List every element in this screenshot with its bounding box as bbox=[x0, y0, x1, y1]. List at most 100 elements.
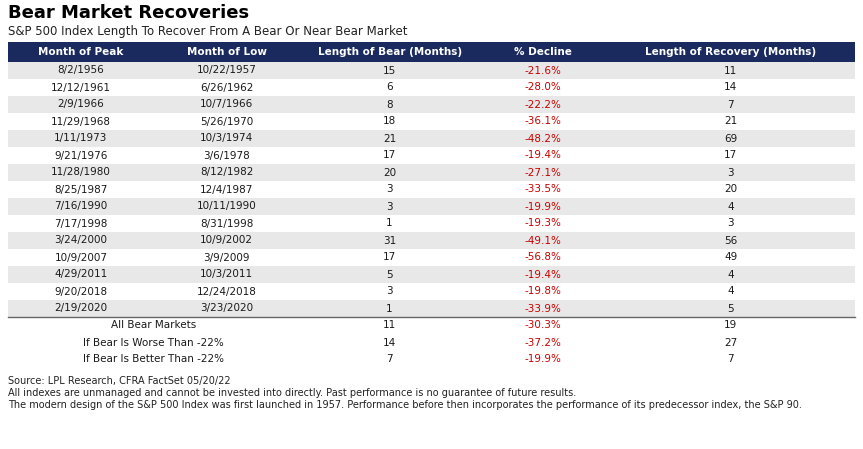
Text: 7: 7 bbox=[728, 355, 734, 365]
Bar bbox=[607, 130, 855, 147]
Text: 69: 69 bbox=[724, 133, 738, 144]
Text: -21.6%: -21.6% bbox=[525, 66, 562, 75]
Bar bbox=[480, 283, 607, 300]
Bar bbox=[154, 249, 299, 266]
Text: 17: 17 bbox=[383, 252, 396, 263]
Bar bbox=[480, 334, 607, 351]
Bar bbox=[299, 249, 480, 266]
Bar bbox=[299, 62, 480, 79]
Text: -49.1%: -49.1% bbox=[525, 235, 562, 246]
Bar bbox=[8, 283, 154, 300]
Bar bbox=[607, 42, 855, 62]
Bar bbox=[607, 232, 855, 249]
Text: 4/29/2011: 4/29/2011 bbox=[54, 269, 108, 279]
Bar bbox=[480, 96, 607, 113]
Bar bbox=[607, 96, 855, 113]
Text: 31: 31 bbox=[383, 235, 396, 246]
Text: -37.2%: -37.2% bbox=[525, 338, 562, 348]
Text: 8: 8 bbox=[387, 100, 393, 110]
Bar bbox=[480, 42, 607, 62]
Text: -36.1%: -36.1% bbox=[525, 116, 562, 127]
Text: 7: 7 bbox=[728, 100, 734, 110]
Text: 20: 20 bbox=[724, 185, 738, 194]
Bar bbox=[8, 96, 154, 113]
Text: If Bear Is Better Than -22%: If Bear Is Better Than -22% bbox=[83, 355, 224, 365]
Bar bbox=[607, 215, 855, 232]
Bar bbox=[8, 79, 154, 96]
Text: 1: 1 bbox=[387, 304, 393, 313]
Bar bbox=[299, 164, 480, 181]
Text: Length of Bear (Months): Length of Bear (Months) bbox=[318, 47, 462, 57]
Bar bbox=[154, 266, 299, 283]
Bar bbox=[607, 334, 855, 351]
Text: -22.2%: -22.2% bbox=[525, 100, 562, 110]
Text: 6: 6 bbox=[387, 83, 393, 92]
Bar bbox=[299, 79, 480, 96]
Text: -19.4%: -19.4% bbox=[525, 269, 562, 279]
Text: 17: 17 bbox=[724, 150, 738, 160]
Bar bbox=[299, 198, 480, 215]
Bar bbox=[607, 283, 855, 300]
Bar bbox=[8, 198, 154, 215]
Bar bbox=[480, 351, 607, 368]
Bar bbox=[154, 62, 299, 79]
Bar bbox=[607, 351, 855, 368]
Text: All indexes are unmanaged and cannot be invested into directly. Past performance: All indexes are unmanaged and cannot be … bbox=[8, 388, 576, 398]
Text: 3/24/2000: 3/24/2000 bbox=[54, 235, 107, 246]
Text: 4: 4 bbox=[728, 269, 734, 279]
Bar bbox=[607, 249, 855, 266]
Bar bbox=[299, 147, 480, 164]
Bar bbox=[154, 42, 299, 62]
Bar bbox=[154, 96, 299, 113]
Bar bbox=[480, 266, 607, 283]
Bar bbox=[480, 62, 607, 79]
Text: 6/26/1962: 6/26/1962 bbox=[200, 83, 253, 92]
Text: 10/9/2007: 10/9/2007 bbox=[54, 252, 107, 263]
Text: 1/11/1973: 1/11/1973 bbox=[54, 133, 108, 144]
Text: -56.8%: -56.8% bbox=[525, 252, 562, 263]
Bar bbox=[8, 232, 154, 249]
Text: 2/9/1966: 2/9/1966 bbox=[58, 100, 104, 110]
Text: 3: 3 bbox=[387, 202, 393, 211]
Text: 49: 49 bbox=[724, 252, 738, 263]
Bar bbox=[299, 42, 480, 62]
Text: 7: 7 bbox=[387, 355, 393, 365]
Text: 3: 3 bbox=[387, 185, 393, 194]
Text: Month of Low: Month of Low bbox=[186, 47, 267, 57]
Bar bbox=[480, 147, 607, 164]
Bar bbox=[154, 198, 299, 215]
Text: 3/6/1978: 3/6/1978 bbox=[203, 150, 250, 160]
Text: 27: 27 bbox=[724, 338, 738, 348]
Bar bbox=[299, 317, 480, 334]
Text: 8/25/1987: 8/25/1987 bbox=[54, 185, 108, 194]
Bar bbox=[8, 266, 154, 283]
Bar bbox=[480, 249, 607, 266]
Bar bbox=[8, 164, 154, 181]
Text: 18: 18 bbox=[383, 116, 396, 127]
Bar bbox=[154, 283, 299, 300]
Text: 11/28/1980: 11/28/1980 bbox=[51, 167, 110, 177]
Bar bbox=[299, 300, 480, 317]
Bar bbox=[154, 300, 299, 317]
Text: -30.3%: -30.3% bbox=[525, 321, 562, 330]
Text: Bear Market Recoveries: Bear Market Recoveries bbox=[8, 4, 249, 22]
Text: 5/26/1970: 5/26/1970 bbox=[200, 116, 253, 127]
Text: 12/12/1961: 12/12/1961 bbox=[51, 83, 110, 92]
Text: -33.9%: -33.9% bbox=[525, 304, 562, 313]
Bar bbox=[8, 351, 299, 368]
Bar bbox=[607, 266, 855, 283]
Text: 8/31/1998: 8/31/1998 bbox=[200, 219, 253, 229]
Text: 14: 14 bbox=[724, 83, 738, 92]
Text: 8/2/1956: 8/2/1956 bbox=[58, 66, 104, 75]
Bar bbox=[154, 113, 299, 130]
Text: 3/23/2020: 3/23/2020 bbox=[200, 304, 253, 313]
Bar bbox=[607, 113, 855, 130]
Bar bbox=[154, 215, 299, 232]
Text: 7/17/1998: 7/17/1998 bbox=[54, 219, 108, 229]
Text: 3: 3 bbox=[728, 167, 734, 177]
Bar bbox=[8, 249, 154, 266]
Bar bbox=[480, 317, 607, 334]
Text: 5: 5 bbox=[728, 304, 734, 313]
Bar bbox=[8, 334, 299, 351]
Bar bbox=[299, 266, 480, 283]
